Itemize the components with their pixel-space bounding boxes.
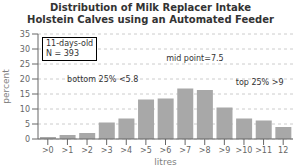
svg-text:>2: >2 <box>81 146 93 155</box>
html-text:bottom 25% <5.8: bottom 25% <5.8 <box>67 74 139 84</box>
svg-text:30: 30 <box>20 45 30 54</box>
svg-text:25: 25 <box>20 60 30 69</box>
svg-text:>9: >9 <box>218 146 230 155</box>
html-text:mid point=7.5: mid point=7.5 <box>166 53 224 63</box>
html-text:Holstein Calves using an Autom: Holstein Calves using an Automated Feede… <box>27 14 274 25</box>
svg-text:litres: litres <box>154 157 177 167</box>
svg-text:percent: percent <box>8 69 11 104</box>
svg-text:0: 0 <box>25 135 30 144</box>
svg-text:>8: >8 <box>199 146 211 155</box>
svg-text:>6: >6 <box>160 146 172 155</box>
svg-text:>1: >1 <box>62 146 74 155</box>
svg-text:>3: >3 <box>101 146 113 155</box>
svg-text:>11: >11 <box>255 146 272 155</box>
svg-text:12: 12 <box>278 146 288 155</box>
svg-text:35: 35 <box>20 30 30 39</box>
svg-text:>7: >7 <box>179 146 191 155</box>
html-text:top 25% >9: top 25% >9 <box>235 78 284 88</box>
html-text:Distribution of Milk Replacer: Distribution of Milk Replacer Intake <box>50 2 251 13</box>
svg-text:>0: >0 <box>42 146 54 155</box>
html-text:11-days-old N = 393: 11-days-old N = 393 <box>46 39 94 59</box>
svg-text:10: 10 <box>20 105 30 114</box>
svg-text:>5: >5 <box>140 146 152 155</box>
svg-text:20: 20 <box>20 75 30 84</box>
svg-text:>4: >4 <box>120 146 132 155</box>
svg-text:5: 5 <box>25 120 30 129</box>
svg-text:>10: >10 <box>236 146 253 155</box>
svg-text:15: 15 <box>20 90 30 99</box>
